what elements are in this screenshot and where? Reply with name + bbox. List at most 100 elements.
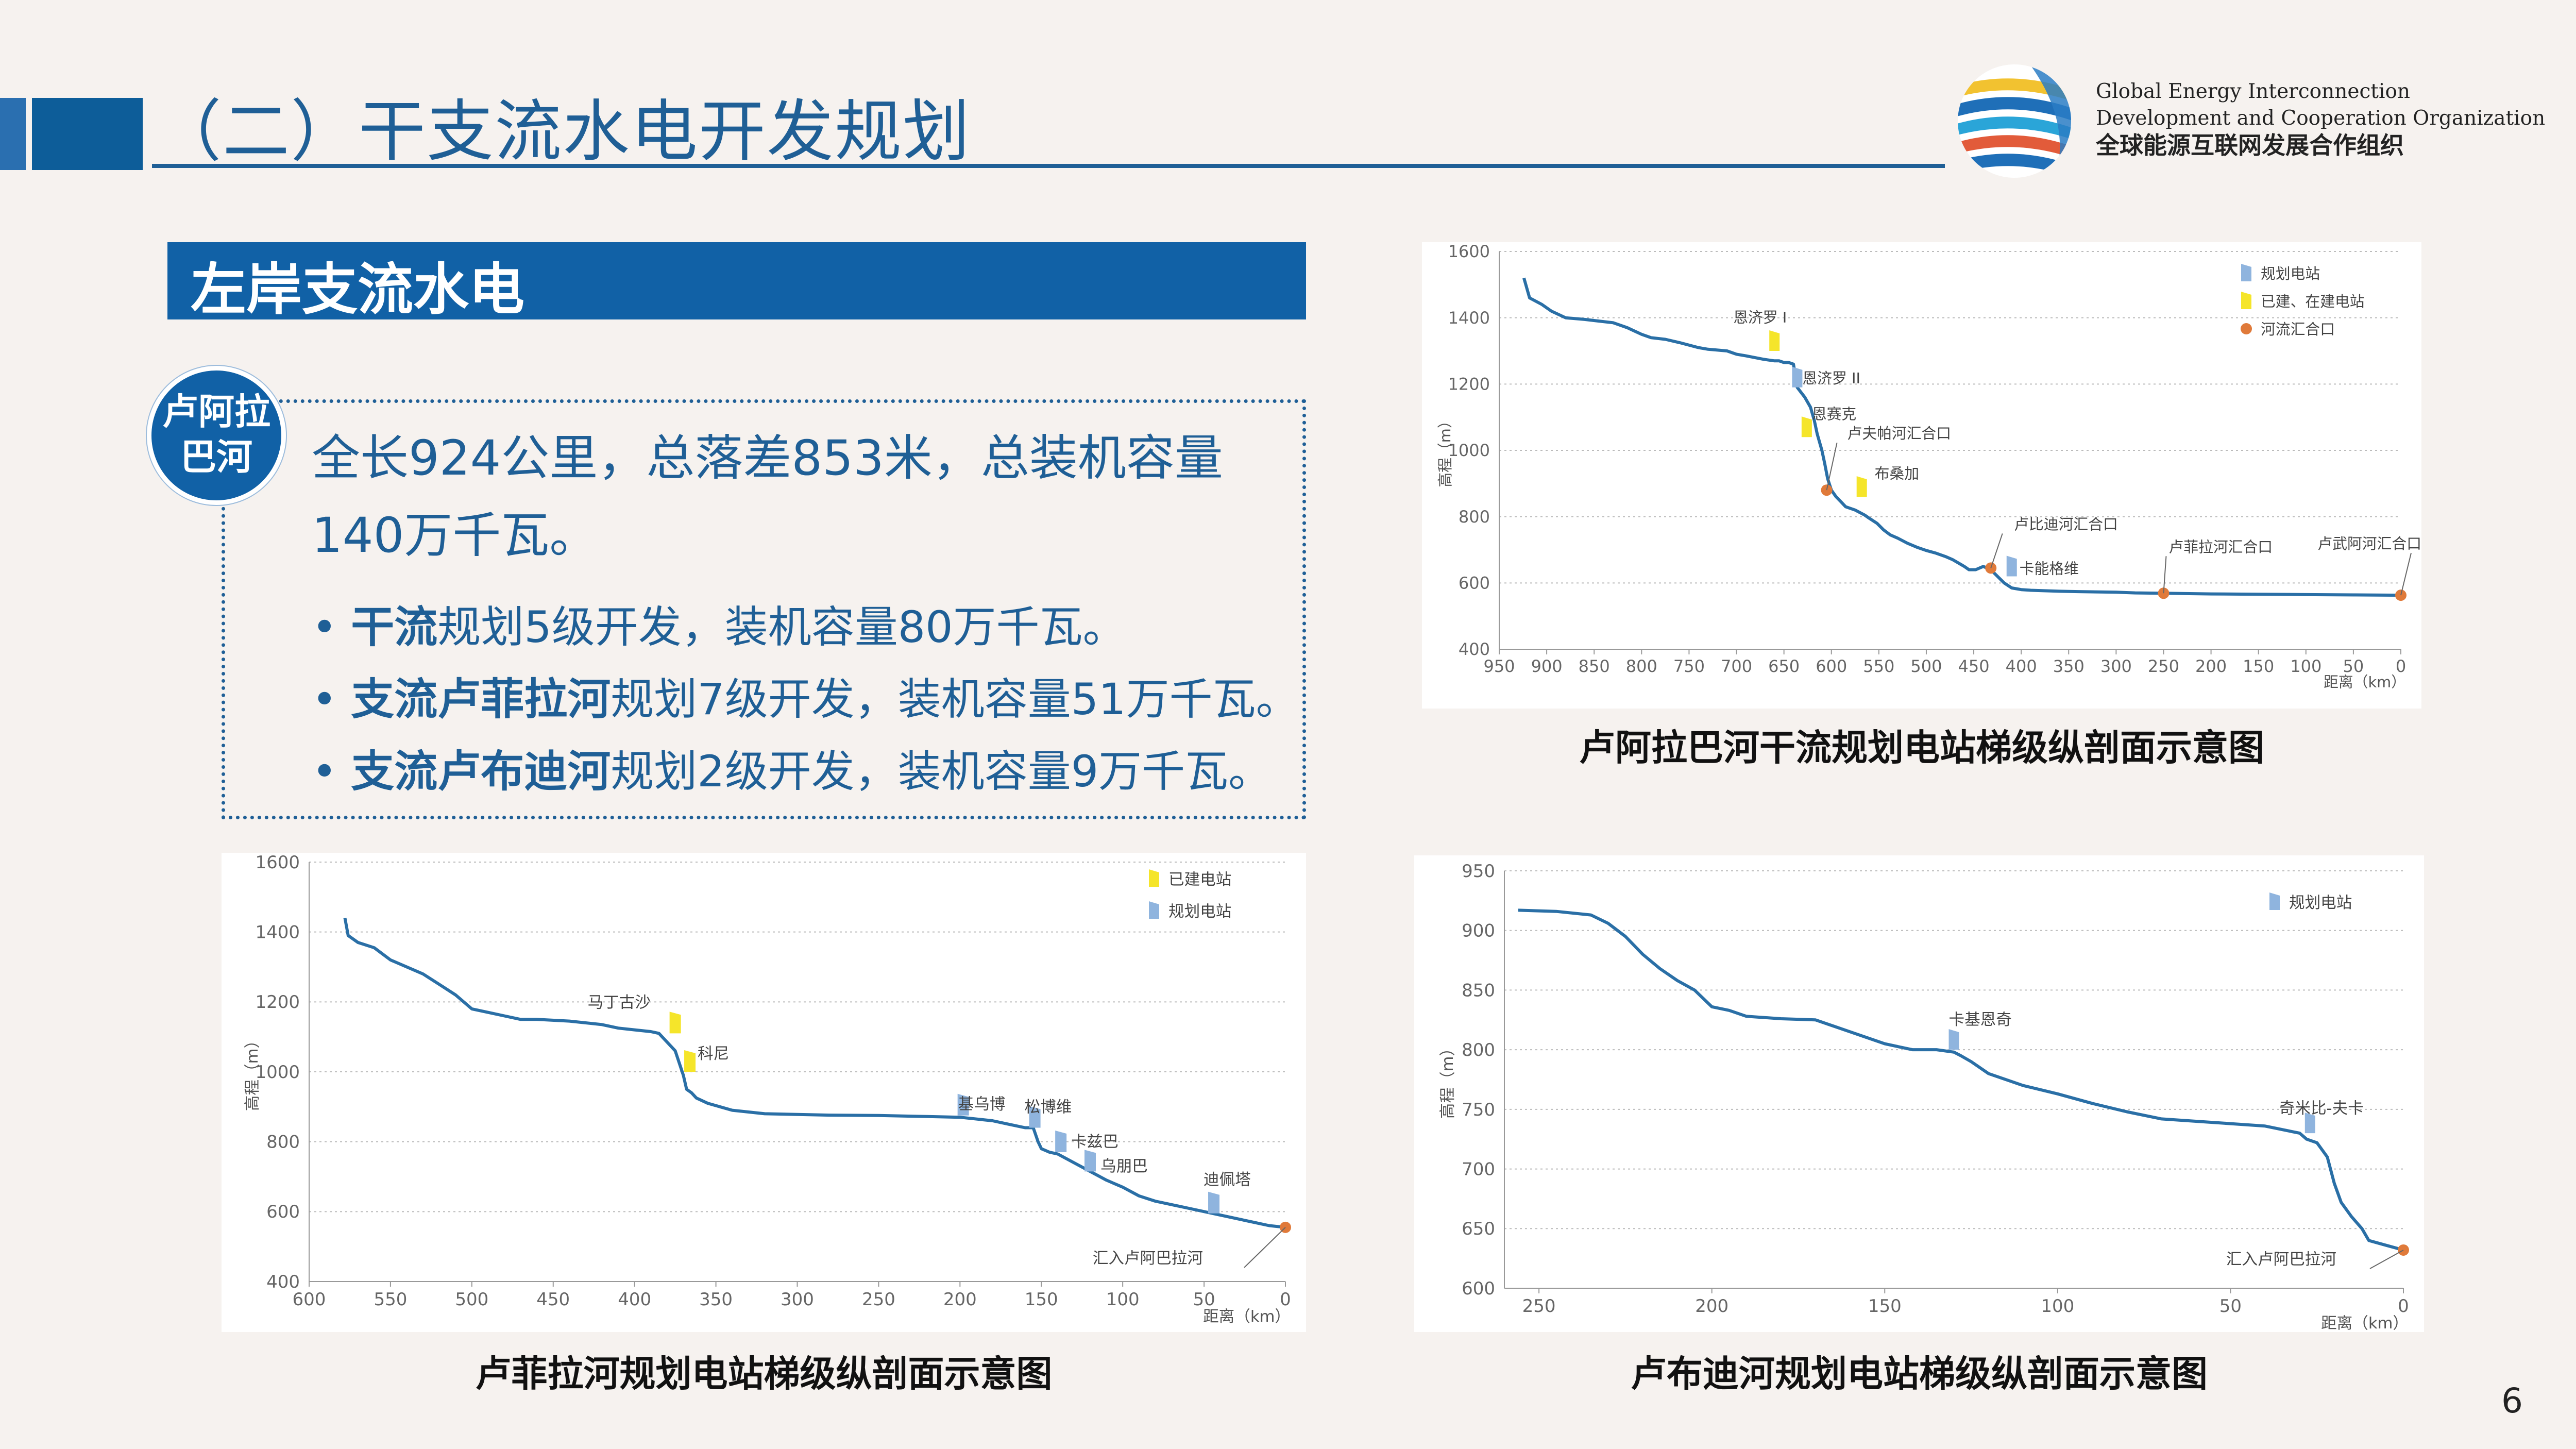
x-tick-label: 400 (618, 1289, 651, 1310)
x-tick-label: 0 (2398, 1296, 2409, 1317)
bullet-text: 规划7级开发，装机容量51万千瓦。 (611, 674, 1299, 724)
y-axis-label: 高程（m） (1439, 1040, 1457, 1119)
org-name-cn: 全球能源互联网发展合作组织 (2096, 131, 2404, 159)
x-axis-label: 距离（km） (2324, 673, 2406, 691)
x-tick-label: 700 (1721, 656, 1752, 676)
confluence-label: 汇入卢阿巴拉河 (2226, 1251, 2336, 1269)
planned-station-marker (957, 1093, 969, 1116)
y-tick-label: 750 (1462, 1100, 1495, 1120)
x-tick-label: 250 (862, 1289, 895, 1310)
planned-station-marker (1084, 1150, 1096, 1172)
planned-station-marker (1948, 1029, 1959, 1050)
planned-station-label: 卡兹巴 (1071, 1133, 1118, 1151)
confluence-label: 卢比迪河汇合口 (2014, 515, 2118, 533)
y-tick-label: 1200 (1448, 375, 1490, 394)
planned-station-marker (1208, 1191, 1220, 1214)
summary-line2: 140万千瓦。 (312, 508, 598, 564)
x-axis-label: 距离（km） (1203, 1308, 1291, 1326)
river-summary-box (222, 399, 1306, 819)
river-badge-line1: 卢阿拉 (162, 391, 270, 433)
legend-swatch (1149, 869, 1159, 887)
organization-name: Global Energy Interconnection Developmen… (2096, 78, 2545, 159)
x-tick-label: 150 (1025, 1289, 1058, 1310)
planned-station-label: 恩济罗 II (1802, 369, 1860, 387)
built-station-label: 马丁古沙 (588, 993, 651, 1012)
bullet-item: • 干流规划5级开发，装机容量80万千瓦。 (312, 602, 1126, 652)
legend-swatch (2269, 892, 2280, 910)
bullet-bold: 支流卢布迪河 (351, 746, 611, 797)
river-summary: 全长924公里，总落差853米，总装机容量 140万千瓦。 (312, 420, 1280, 575)
x-tick-label: 900 (1531, 656, 1563, 676)
x-tick-label: 450 (1958, 656, 1990, 676)
bullet-bold: 支流卢菲拉河 (351, 674, 611, 724)
x-tick-label: 200 (2195, 656, 2227, 676)
x-tick-label: 100 (2290, 656, 2321, 676)
main-chart-panel: 400 600 800 1000 1200 1400 1600 950 900 850 800 750… (1422, 242, 2421, 709)
bullet-text: 规划5级开发，装机容量80万千瓦。 (437, 602, 1126, 652)
x-tick-label: 950 (1483, 656, 1515, 676)
x-tick-label: 300 (2100, 656, 2132, 676)
y-axis-label: 高程（m） (244, 1033, 262, 1111)
y-tick-label: 650 (1462, 1219, 1495, 1239)
x-tick-label: 550 (374, 1289, 407, 1310)
legend-swatch (2241, 323, 2252, 334)
y-tick-label: 1600 (255, 853, 300, 873)
x-tick-label: 250 (2148, 656, 2179, 676)
x-tick-label: 50 (1193, 1289, 1215, 1310)
main-chart-caption: 卢阿拉巴河干流规划电站梯级纵剖面示意图 (1579, 727, 2264, 769)
built-station-marker (684, 1050, 696, 1072)
planned-station-marker (1792, 366, 1803, 387)
x-tick-label: 300 (781, 1289, 814, 1310)
y-tick-label: 1000 (1448, 441, 1490, 460)
river-profile-line (1518, 908, 2404, 1252)
confluence-label: 卢武阿河汇合口 (2317, 535, 2421, 552)
planned-station-label: 奇米比-夫卡 (2279, 1100, 2364, 1118)
built-station-label: 恩赛克 (1812, 405, 1856, 423)
x-tick-label: 100 (2041, 1296, 2074, 1317)
river-profile-line (343, 917, 1286, 1229)
built-station-marker (669, 1012, 681, 1034)
planned-station-marker (2304, 1113, 2315, 1134)
confluence-label: 卢夫帕河汇合口 (1848, 425, 1952, 442)
river-badge-label: 卢阿拉 巴河 (147, 389, 286, 480)
x-tick-label: 500 (455, 1289, 488, 1310)
built-station-marker (1856, 476, 1867, 497)
planned-station-label: 基乌博 (958, 1096, 1006, 1114)
legend-swatch (1149, 901, 1159, 919)
y-tick-label: 1400 (255, 922, 300, 943)
x-tick-label: 0 (1280, 1289, 1291, 1310)
legend-label: 已建电站 (1168, 871, 1231, 889)
y-tick-label: 800 (1462, 1040, 1495, 1060)
summary-line1: 全长924公里，总落差853米，总装机容量 (312, 430, 1223, 486)
planned-station-label: 卡能格维 (2020, 560, 2079, 577)
lufira-chart-panel: 400 600 800 1000 1200 1400 1600 600 550 500 450 400… (222, 852, 1306, 1332)
x-tick-label: 200 (943, 1289, 977, 1310)
y-tick-label: 600 (266, 1202, 300, 1222)
org-name-en-line2: Development and Cooperation Organization (2096, 107, 2546, 130)
confluence-marker (2395, 589, 2406, 601)
legend-swatch (2241, 264, 2251, 281)
legend-label: 规划电站 (1168, 903, 1231, 921)
confluence-leader-line (2163, 556, 2167, 594)
planned-station-marker (2006, 555, 2017, 577)
org-name-en-line1: Global Energy Interconnection (2096, 80, 2411, 103)
planned-station-label: 迪佩塔 (1204, 1171, 1251, 1189)
planned-station-label: 松博维 (1025, 1099, 1072, 1117)
confluence-leader-line (2400, 552, 2412, 596)
y-tick-label: 1200 (255, 992, 300, 1013)
x-tick-label: 50 (2343, 656, 2364, 676)
x-tick-label: 350 (2053, 656, 2084, 676)
y-tick-label: 900 (1462, 921, 1495, 941)
river-badge-line2: 巴河 (180, 436, 252, 478)
legend-label: 规划电站 (2289, 894, 2352, 912)
x-tick-label: 0 (2396, 656, 2406, 676)
y-tick-label: 400 (266, 1272, 300, 1292)
y-tick-label: 700 (1462, 1159, 1495, 1180)
section-title: 左岸支流水电 (191, 258, 525, 322)
x-tick-label: 150 (1868, 1296, 1902, 1317)
bullet-item: • 支流卢布迪河规划2级开发，装机容量9万千瓦。 (312, 746, 1272, 797)
lufira-chart-caption: 卢菲拉河规划电站梯级纵剖面示意图 (475, 1353, 1053, 1395)
legend-label: 河流汇合口 (2261, 321, 2335, 338)
planned-station-label: 卡基恩奇 (1949, 1011, 2012, 1029)
